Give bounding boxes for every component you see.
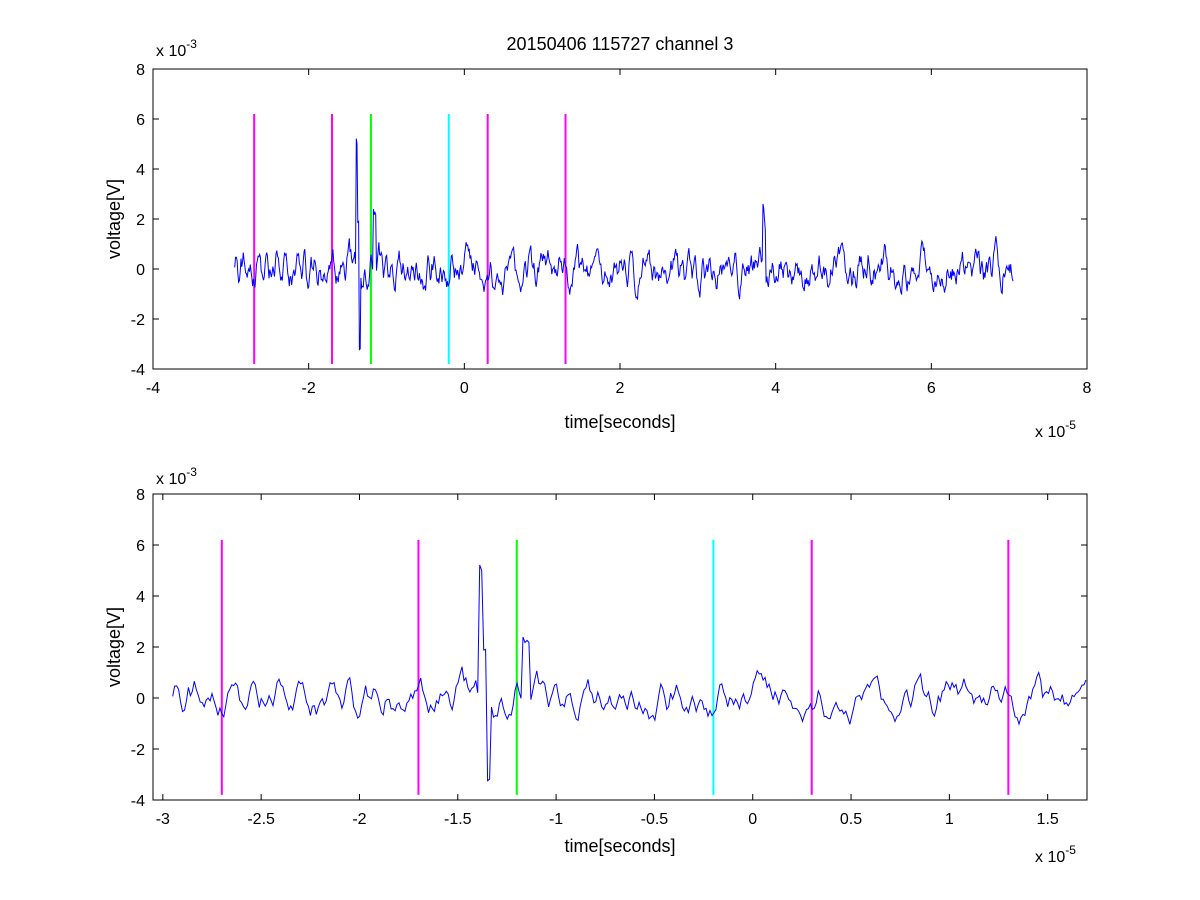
top-signal-line bbox=[234, 138, 1014, 351]
top-y-exponent-base: x 10 bbox=[156, 43, 186, 60]
top-y-exponent-power: -3 bbox=[186, 37, 197, 51]
plot-top: -4 -2 0 2 4 6 8 -4 -2 0 2 4 6 8 time[seconds] voltage… bbox=[104, 37, 1092, 441]
bottom-ytick-label: -2 bbox=[131, 742, 145, 759]
top-xtick-label: 4 bbox=[771, 380, 780, 397]
bottom-ytick-label: 4 bbox=[136, 589, 145, 606]
bottom-xtick-label: 0.5 bbox=[840, 811, 862, 828]
top-ytick-label: -2 bbox=[131, 312, 145, 329]
top-xtick-label: 2 bbox=[616, 380, 625, 397]
bottom-xlabel: time[seconds] bbox=[564, 836, 675, 856]
bottom-x-exponent: x 10-5 bbox=[1035, 843, 1076, 866]
bottom-xtick-label: -1 bbox=[549, 811, 563, 828]
bottom-marker-group bbox=[220, 539, 1010, 795]
top-y-exponent: x 10-3 bbox=[156, 37, 197, 60]
top-ytick-label: 4 bbox=[136, 162, 145, 179]
bottom-axes-box bbox=[152, 493, 1088, 801]
bottom-xtick-label: 0 bbox=[748, 811, 757, 828]
top-xtick-label: 6 bbox=[927, 380, 936, 397]
top-x-exponent-power: -5 bbox=[1065, 418, 1076, 432]
top-xtick-label: -2 bbox=[302, 380, 316, 397]
top-ylabel: voltage[V] bbox=[104, 179, 124, 259]
top-ytick-label: -4 bbox=[131, 362, 145, 379]
chart-title: 20150406 115727 channel 3 bbox=[507, 34, 734, 54]
top-xtick-label: 0 bbox=[460, 380, 469, 397]
bottom-x-exponent-power: -5 bbox=[1065, 843, 1076, 857]
bottom-y-exponent: x 10-3 bbox=[156, 465, 197, 488]
bottom-ylabel: voltage[V] bbox=[104, 607, 124, 687]
bottom-y-exponent-power: -3 bbox=[186, 465, 197, 479]
plot-bottom: -3 -2.5 -2 -1.5 -1 -0.5 0 0.5 1 1.5 -4 -2 0 2 4 6 8 time… bbox=[104, 465, 1088, 866]
bottom-xtick-label: -0.5 bbox=[641, 811, 669, 828]
bottom-y-exponent-base: x 10 bbox=[156, 471, 186, 488]
top-xtick-label: -4 bbox=[146, 380, 160, 397]
bottom-signal-line bbox=[172, 564, 1087, 782]
bottom-ytick-label: -4 bbox=[131, 793, 145, 810]
bottom-xtick-label: -2 bbox=[352, 811, 366, 828]
top-marker-group bbox=[253, 114, 567, 364]
bottom-ytick-label: 8 bbox=[136, 487, 145, 504]
bottom-ytick-label: 6 bbox=[136, 538, 145, 555]
bottom-xtick-label: 1 bbox=[945, 811, 954, 828]
bottom-xtick-label: -3 bbox=[156, 811, 170, 828]
bottom-xtick-label: 1.5 bbox=[1037, 811, 1059, 828]
top-x-exponent: x 10-5 bbox=[1035, 418, 1076, 441]
top-xlabel: time[seconds] bbox=[564, 412, 675, 432]
bottom-ytick-label: 0 bbox=[136, 691, 145, 708]
top-tick-group: -4 -2 0 2 4 6 8 -4 -2 0 2 4 6 8 bbox=[131, 62, 1092, 397]
top-ytick-label: 6 bbox=[136, 112, 145, 129]
top-ytick-label: 0 bbox=[136, 262, 145, 279]
bottom-ytick-label: 2 bbox=[136, 640, 145, 657]
bottom-xtick-label: -1.5 bbox=[444, 811, 472, 828]
bottom-x-exponent-base: x 10 bbox=[1035, 849, 1065, 866]
top-ytick-label: 8 bbox=[136, 62, 145, 79]
bottom-tick-group: -3 -2.5 -2 -1.5 -1 -0.5 0 0.5 1 1.5 -4 -2 0 2 4 6 8 bbox=[131, 487, 1087, 828]
top-x-exponent-base: x 10 bbox=[1035, 424, 1065, 441]
top-ytick-label: 2 bbox=[136, 212, 145, 229]
bottom-xtick-label: -2.5 bbox=[247, 811, 275, 828]
top-axes-box bbox=[152, 68, 1088, 370]
top-xtick-label: 8 bbox=[1083, 380, 1092, 397]
